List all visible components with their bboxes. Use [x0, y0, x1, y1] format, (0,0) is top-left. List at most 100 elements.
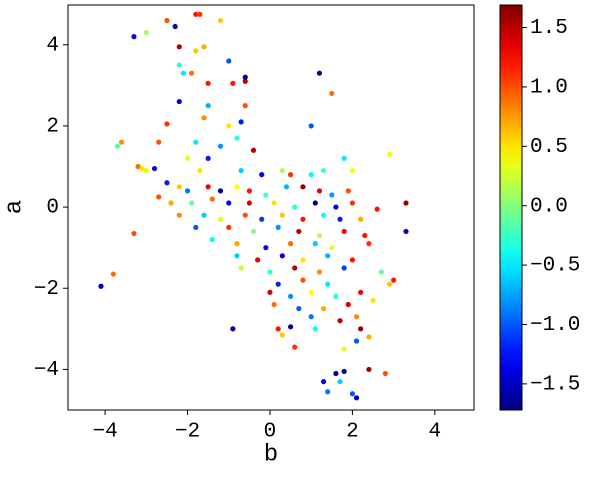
- point: [349, 200, 356, 206]
- point: [329, 245, 335, 251]
- point: [296, 228, 302, 235]
- point: [353, 314, 360, 320]
- point: [201, 212, 207, 218]
- point: [193, 11, 199, 17]
- point: [349, 167, 356, 174]
- point: [238, 119, 244, 125]
- point: [320, 378, 327, 385]
- point: [164, 17, 170, 24]
- point: [135, 163, 141, 170]
- point: [320, 305, 327, 312]
- point: [118, 139, 125, 145]
- point: [391, 277, 397, 283]
- point: [205, 155, 211, 161]
- x-axis-label: b: [264, 441, 278, 468]
- point: [259, 172, 265, 178]
- point: [279, 167, 285, 174]
- point: [164, 180, 170, 186]
- point: [325, 253, 331, 259]
- point: [217, 188, 224, 194]
- point: [287, 324, 294, 330]
- point: [341, 155, 347, 161]
- point: [193, 139, 199, 145]
- point: [143, 29, 149, 36]
- point: [345, 301, 351, 308]
- y-tick-label: −4: [34, 359, 59, 382]
- point: [275, 224, 281, 230]
- point: [337, 318, 343, 324]
- point: [333, 370, 339, 377]
- point: [308, 123, 314, 129]
- point: [246, 188, 252, 194]
- point: [333, 293, 339, 299]
- x-tick-label: 0: [264, 421, 277, 444]
- point: [238, 265, 244, 271]
- point: [349, 257, 356, 263]
- point: [230, 80, 236, 86]
- point: [234, 241, 240, 247]
- point: [259, 216, 265, 222]
- point: [176, 62, 182, 68]
- point: [217, 216, 224, 222]
- colorbar-tick-label: 0.0: [530, 195, 568, 218]
- point: [358, 326, 364, 332]
- point: [205, 184, 211, 190]
- point: [316, 188, 323, 194]
- point: [234, 135, 240, 141]
- point: [176, 184, 182, 190]
- point: [287, 241, 294, 247]
- point: [308, 172, 314, 178]
- point: [362, 232, 368, 239]
- point: [300, 257, 306, 263]
- point: [296, 305, 302, 312]
- point: [209, 236, 215, 243]
- point: [238, 167, 244, 174]
- point: [230, 326, 236, 332]
- point: [250, 228, 257, 235]
- x-tick-label: −4: [92, 421, 117, 444]
- point: [271, 301, 277, 308]
- point: [353, 395, 360, 401]
- point: [312, 241, 318, 247]
- point: [168, 200, 174, 206]
- point: [189, 200, 195, 206]
- point: [209, 196, 215, 202]
- x-tick-label: 4: [429, 421, 442, 444]
- point: [164, 121, 170, 127]
- point: [234, 253, 240, 259]
- point: [366, 241, 372, 247]
- point: [197, 167, 203, 174]
- point: [366, 334, 372, 340]
- point: [337, 216, 343, 222]
- point: [329, 90, 335, 97]
- point: [226, 200, 232, 206]
- point: [189, 70, 195, 76]
- point: [184, 188, 191, 194]
- point: [341, 346, 347, 352]
- point: [292, 265, 298, 271]
- point: [312, 200, 318, 206]
- point: [143, 167, 149, 174]
- point: [337, 378, 343, 385]
- point: [358, 289, 364, 295]
- colorbar: [499, 4, 523, 411]
- point: [226, 224, 232, 230]
- point: [139, 165, 145, 172]
- point: [312, 326, 318, 332]
- point: [267, 289, 273, 295]
- point: [246, 200, 252, 206]
- point: [217, 143, 224, 149]
- plot-frame: [67, 4, 475, 411]
- point: [279, 253, 285, 259]
- point: [263, 192, 269, 198]
- point: [353, 338, 360, 344]
- point: [114, 143, 121, 149]
- point: [193, 224, 199, 230]
- point: [255, 257, 261, 263]
- point: [201, 115, 207, 121]
- point: [279, 212, 285, 218]
- y-tick-label: 0: [46, 197, 59, 220]
- point: [320, 167, 327, 174]
- point: [110, 271, 116, 277]
